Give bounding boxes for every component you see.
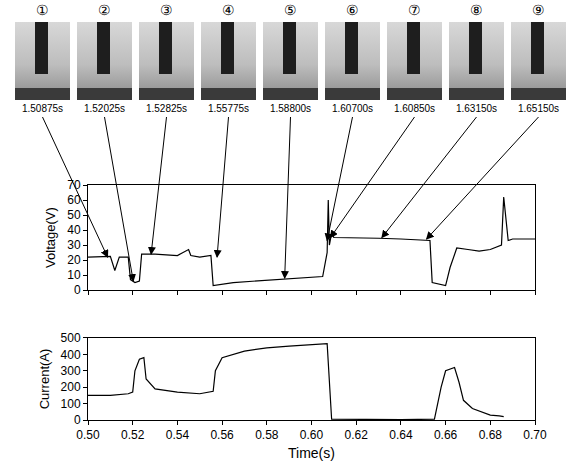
html-text:1.52025s: 1.52025s [83, 103, 126, 114]
svg-text:10: 10 [67, 268, 81, 282]
html-text:1.65150s: 1.65150s [517, 103, 560, 114]
svg-text:20: 20 [67, 253, 81, 267]
svg-text:0.66: 0.66 [434, 428, 458, 442]
html-text:1.50875s: 1.50875s [21, 103, 64, 114]
html-text:①: ① [36, 2, 49, 18]
html-text:1.55775s: 1.55775s [207, 103, 250, 114]
svg-text:30: 30 [67, 238, 81, 252]
svg-text:Time(s): Time(s) [288, 445, 335, 461]
svg-text:0.70: 0.70 [523, 428, 547, 442]
svg-text:0: 0 [74, 283, 81, 297]
html-text:1.60700s: 1.60700s [331, 103, 374, 114]
svg-text:0.68: 0.68 [479, 428, 503, 442]
html-text:⑥: ⑥ [346, 2, 359, 18]
svg-text:60: 60 [67, 193, 81, 207]
svg-text:40: 40 [67, 223, 81, 237]
svg-text:Current(A): Current(A) [37, 349, 52, 410]
svg-text:70: 70 [67, 178, 81, 192]
html-text:②: ② [98, 2, 111, 18]
svg-text:500: 500 [61, 331, 81, 345]
svg-text:200: 200 [61, 380, 81, 394]
svg-text:0.64: 0.64 [389, 428, 413, 442]
svg-text:0.52: 0.52 [121, 428, 145, 442]
html-text:1.52825s: 1.52825s [145, 103, 188, 114]
html-text:1.60850s: 1.60850s [393, 103, 436, 114]
svg-text:0.60: 0.60 [300, 428, 324, 442]
html-text:1.63150s: 1.63150s [455, 103, 498, 114]
svg-text:300: 300 [61, 364, 81, 378]
html-text:⑨: ⑨ [532, 2, 545, 18]
html-text:⑦: ⑦ [408, 2, 421, 18]
svg-text:0.50: 0.50 [76, 428, 100, 442]
svg-text:0.58: 0.58 [255, 428, 279, 442]
svg-text:50: 50 [67, 208, 81, 222]
svg-text:0.56: 0.56 [210, 428, 234, 442]
svg-text:100: 100 [61, 397, 81, 411]
html-text:⑤: ⑤ [284, 2, 297, 18]
svg-text:0: 0 [74, 413, 81, 427]
html-text:1.58800s: 1.58800s [269, 103, 312, 114]
html-text:⑧: ⑧ [470, 2, 483, 18]
svg-text:400: 400 [61, 348, 81, 362]
svg-text:Voltage(V): Voltage(V) [43, 207, 58, 268]
html-text:④: ④ [222, 2, 235, 18]
svg-text:0.54: 0.54 [166, 428, 190, 442]
html-text:③: ③ [160, 2, 173, 18]
svg-text:0.62: 0.62 [345, 428, 369, 442]
